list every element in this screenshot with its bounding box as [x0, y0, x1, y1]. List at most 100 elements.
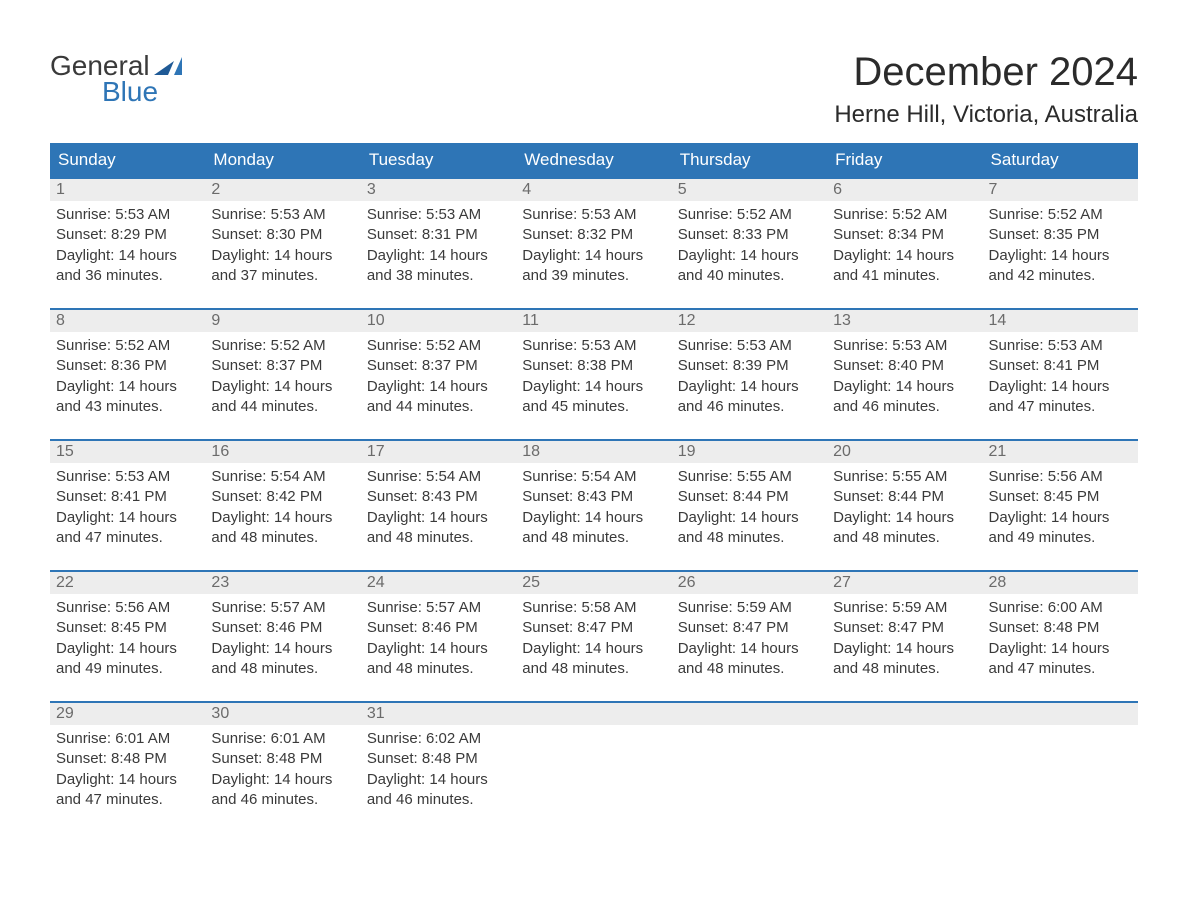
daylight-line: Daylight: 14 hours and 48 minutes. [833, 639, 976, 680]
day-details: Sunrise: 5:53 AMSunset: 8:31 PMDaylight:… [361, 201, 516, 292]
day-number: 11 [516, 310, 671, 332]
calendar-cell: 7Sunrise: 5:52 AMSunset: 8:35 PMDaylight… [983, 179, 1138, 292]
day-number: 16 [205, 441, 360, 463]
calendar-cell [672, 703, 827, 816]
day-details: Sunrise: 5:52 AMSunset: 8:37 PMDaylight:… [205, 332, 360, 423]
calendar-cell: 24Sunrise: 5:57 AMSunset: 8:46 PMDayligh… [361, 572, 516, 685]
calendar-cell: 2Sunrise: 5:53 AMSunset: 8:30 PMDaylight… [205, 179, 360, 292]
day-number: 2 [205, 179, 360, 201]
calendar-week: 1Sunrise: 5:53 AMSunset: 8:29 PMDaylight… [50, 177, 1138, 292]
daylight-line: Daylight: 14 hours and 48 minutes. [522, 508, 665, 549]
sunrise-line: Sunrise: 5:54 AM [211, 467, 354, 487]
day-number [672, 703, 827, 707]
day-details: Sunrise: 6:02 AMSunset: 8:48 PMDaylight:… [361, 725, 516, 816]
day-header-friday: Friday [827, 143, 982, 177]
sunset-line: Sunset: 8:45 PM [56, 618, 199, 638]
day-details: Sunrise: 5:53 AMSunset: 8:39 PMDaylight:… [672, 332, 827, 423]
day-details: Sunrise: 5:53 AMSunset: 8:41 PMDaylight:… [983, 332, 1138, 423]
sunset-line: Sunset: 8:46 PM [211, 618, 354, 638]
calendar-cell: 30Sunrise: 6:01 AMSunset: 8:48 PMDayligh… [205, 703, 360, 816]
daylight-line: Daylight: 14 hours and 48 minutes. [833, 508, 976, 549]
day-number [827, 703, 982, 707]
sunset-line: Sunset: 8:45 PM [989, 487, 1132, 507]
daylight-line: Daylight: 14 hours and 39 minutes. [522, 246, 665, 287]
page-title: December 2024 [834, 50, 1138, 95]
sunset-line: Sunset: 8:48 PM [989, 618, 1132, 638]
sunrise-line: Sunrise: 5:53 AM [833, 336, 976, 356]
day-number [516, 703, 671, 707]
sunrise-line: Sunrise: 5:52 AM [56, 336, 199, 356]
day-number: 5 [672, 179, 827, 201]
sunrise-line: Sunrise: 5:59 AM [833, 598, 976, 618]
logo: General Blue [50, 50, 182, 108]
day-header-tuesday: Tuesday [361, 143, 516, 177]
day-number: 27 [827, 572, 982, 594]
calendar-cell: 15Sunrise: 5:53 AMSunset: 8:41 PMDayligh… [50, 441, 205, 554]
day-details: Sunrise: 5:57 AMSunset: 8:46 PMDaylight:… [205, 594, 360, 685]
calendar-cell: 12Sunrise: 5:53 AMSunset: 8:39 PMDayligh… [672, 310, 827, 423]
daylight-line: Daylight: 14 hours and 40 minutes. [678, 246, 821, 287]
calendar-cell: 4Sunrise: 5:53 AMSunset: 8:32 PMDaylight… [516, 179, 671, 292]
day-header-wednesday: Wednesday [516, 143, 671, 177]
day-details: Sunrise: 5:56 AMSunset: 8:45 PMDaylight:… [50, 594, 205, 685]
day-number: 25 [516, 572, 671, 594]
sunset-line: Sunset: 8:35 PM [989, 225, 1132, 245]
calendar-cell: 1Sunrise: 5:53 AMSunset: 8:29 PMDaylight… [50, 179, 205, 292]
day-details: Sunrise: 5:53 AMSunset: 8:30 PMDaylight:… [205, 201, 360, 292]
day-number: 13 [827, 310, 982, 332]
day-number: 15 [50, 441, 205, 463]
calendar: Sunday Monday Tuesday Wednesday Thursday… [50, 143, 1138, 816]
calendar-cell: 25Sunrise: 5:58 AMSunset: 8:47 PMDayligh… [516, 572, 671, 685]
sunset-line: Sunset: 8:39 PM [678, 356, 821, 376]
calendar-week: 29Sunrise: 6:01 AMSunset: 8:48 PMDayligh… [50, 701, 1138, 816]
calendar-cell: 11Sunrise: 5:53 AMSunset: 8:38 PMDayligh… [516, 310, 671, 423]
daylight-line: Daylight: 14 hours and 48 minutes. [678, 508, 821, 549]
daylight-line: Daylight: 14 hours and 46 minutes. [833, 377, 976, 418]
daylight-line: Daylight: 14 hours and 42 minutes. [989, 246, 1132, 287]
calendar-cell: 5Sunrise: 5:52 AMSunset: 8:33 PMDaylight… [672, 179, 827, 292]
daylight-line: Daylight: 14 hours and 46 minutes. [367, 770, 510, 811]
calendar-cell: 3Sunrise: 5:53 AMSunset: 8:31 PMDaylight… [361, 179, 516, 292]
sunset-line: Sunset: 8:36 PM [56, 356, 199, 376]
day-number: 17 [361, 441, 516, 463]
calendar-cell: 27 Sunrise: 5:59 AMSunset: 8:47 PMDayligh… [827, 572, 982, 685]
sunrise-line: Sunrise: 5:55 AM [678, 467, 821, 487]
calendar-cell [827, 703, 982, 816]
sunrise-line: Sunrise: 6:00 AM [989, 598, 1132, 618]
sunset-line: Sunset: 8:30 PM [211, 225, 354, 245]
day-details: Sunrise: 5:52 AMSunset: 8:35 PMDaylight:… [983, 201, 1138, 292]
sunrise-line: Sunrise: 5:56 AM [989, 467, 1132, 487]
calendar-week: 8 Sunrise: 5:52 AMSunset: 8:36 PM Daylight… [50, 308, 1138, 423]
day-number: 4 [516, 179, 671, 201]
sunset-line: Sunset: 8:31 PM [367, 225, 510, 245]
day-details: Sunrise: 5:55 AMSunset: 8:44 PMDaylight:… [672, 463, 827, 554]
daylight-line: Daylight: 14 hours and 47 minutes. [989, 377, 1132, 418]
day-details: Sunrise: 5:54 AMSunset: 8:43 PMDaylight:… [516, 463, 671, 554]
day-details: Sunrise: 5:52 AMSunset: 8:33 PMDaylight:… [672, 201, 827, 292]
sunset-line: Sunset: 8:47 PM [833, 618, 976, 638]
day-number: 19 [672, 441, 827, 463]
day-number: 8 [50, 310, 205, 332]
calendar-cell: 18Sunrise: 5:54 AMSunset: 8:43 PMDayligh… [516, 441, 671, 554]
sunset-line: Sunset: 8:48 PM [56, 749, 199, 769]
sunrise-line: Sunrise: 5:52 AM [833, 205, 976, 225]
daylight-line: Daylight: 14 hours and 37 minutes. [211, 246, 354, 287]
day-details: Sunrise: 6:01 AMSunset: 8:48 PMDaylight:… [50, 725, 205, 816]
sunrise-line: Sunrise: 5:56 AM [56, 598, 199, 618]
sunrise-line: Sunrise: 6:02 AM [367, 729, 510, 749]
sunrise-line: Sunrise: 6:01 AM [211, 729, 354, 749]
sunset-line: Sunset: 8:43 PM [522, 487, 665, 507]
day-header-monday: Monday [205, 143, 360, 177]
day-details: Sunrise: 5:53 AMSunset: 8:41 PMDaylight:… [50, 463, 205, 554]
daylight-line: Daylight: 14 hours and 44 minutes. [211, 377, 354, 418]
daylight-line: Daylight: 14 hours and 48 minutes. [522, 639, 665, 680]
day-number: 24 [361, 572, 516, 594]
sunset-line: Sunset: 8:38 PM [522, 356, 665, 376]
daylight-line: Daylight: 14 hours and 48 minutes. [367, 508, 510, 549]
sunset-line: Sunset: 8:44 PM [678, 487, 821, 507]
sunset-line: Sunset: 8:46 PM [367, 618, 510, 638]
day-details: Sunrise: 6:00 AMSunset: 8:48 PMDaylight:… [983, 594, 1138, 685]
sunset-line: Sunset: 8:42 PM [211, 487, 354, 507]
calendar-cell: 20Sunrise: 5:55 AMSunset: 8:44 PMDayligh… [827, 441, 982, 554]
day-details: Sunrise: 5:53 AMSunset: 8:32 PMDaylight:… [516, 201, 671, 292]
